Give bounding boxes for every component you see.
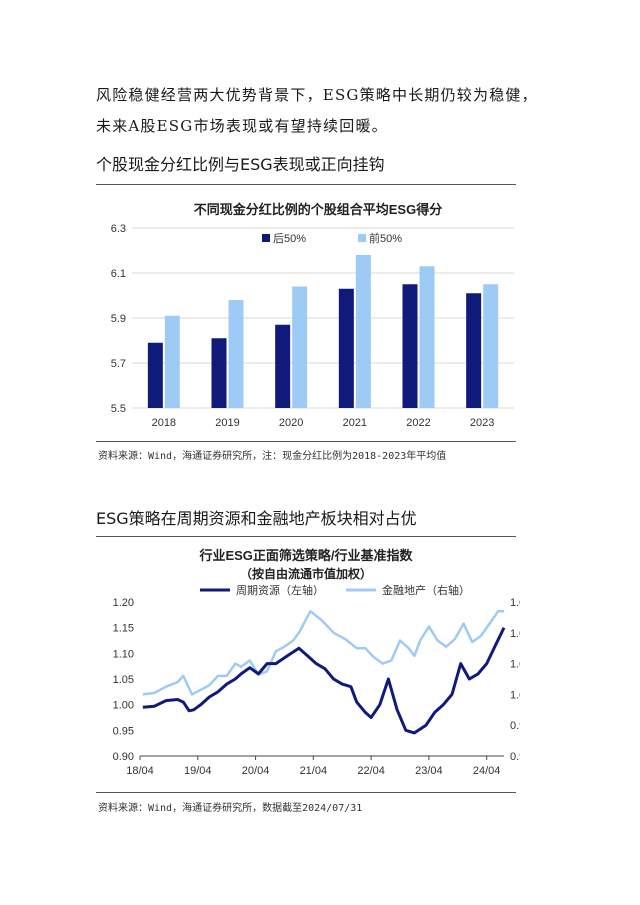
line-chart-legend: 周期资源（左轴） 金融地产（右轴） xyxy=(200,583,470,597)
y-right-tick-label: 1.00 xyxy=(510,689,520,701)
x-tick-label: 2020 xyxy=(279,417,303,429)
x-tick-label: 2023 xyxy=(470,417,494,429)
section1-heading: 个股现金分红比例与ESG表现或正向挂钩 xyxy=(96,155,385,174)
bar-2020-bottom50 xyxy=(275,324,291,408)
bar-2021-bottom50 xyxy=(338,288,354,408)
y-tick-label: 5.7 xyxy=(111,358,126,370)
x-tick-label: 2018 xyxy=(152,417,176,429)
section1-top-rule xyxy=(96,184,516,185)
y-right-tick-label: 1.02 xyxy=(510,659,520,671)
y-left-tick-label: 0.95 xyxy=(113,725,134,737)
y-left-tick-label: 1.05 xyxy=(113,674,134,686)
line-chart-subtitle: （按自由流通市值加权） xyxy=(240,566,372,581)
bar-2022-top50 xyxy=(419,266,435,408)
body-paragraph-line-2: 未来A股ESG市场表现或有望持续回暖。 xyxy=(96,117,388,135)
y-right-tick-label: 0.96 xyxy=(510,751,520,763)
y-tick-label: 5.9 xyxy=(111,313,126,325)
y-tick-label: 6.3 xyxy=(111,223,126,235)
x-tick-label: 21/04 xyxy=(300,765,328,777)
legend-label: 前50% xyxy=(369,231,402,245)
x-tick-label: 20/04 xyxy=(242,765,270,777)
legend-label: 金融地产（右轴） xyxy=(382,583,470,597)
bar-chart-title: 不同现金分红比例的个股组合平均ESG得分 xyxy=(194,202,442,217)
y-tick-label: 6.1 xyxy=(111,268,126,280)
bar-2020-top50 xyxy=(292,286,308,408)
x-tick-label: 2021 xyxy=(343,417,367,429)
bar-2022-bottom50 xyxy=(402,284,418,408)
section1-source-note: 资料来源：Wind，海通证券研究所，注：现金分红比例为2018-2023年平均值 xyxy=(98,451,447,462)
bar-chart-axes: 5.5 5.7 5.9 6.1 6.3 2018 2019 2020 2021 2022 2023 xyxy=(111,223,495,429)
y-left-tick-label: 1.10 xyxy=(113,648,134,660)
line-chart-title: 行业ESG正面筛选策略/行业基准指数 xyxy=(198,548,413,563)
line-chart-axes: 0.90 0.95 1.00 1.05 1.10 1.15 1.20 0.96 0.98 1.00… xyxy=(113,597,520,777)
section2-source-note: 资料来源：Wind，海通证券研究所，数据截至2024/07/31 xyxy=(98,803,363,814)
x-tick-label: 2022 xyxy=(406,417,430,429)
section2-heading: ESG策略在周期资源和金融地产板块相对占优 xyxy=(96,509,417,528)
bar-2021-top50 xyxy=(355,255,371,408)
body-paragraph-line-1: 风险稳健经营两大优势背景下，ESG策略中长期仍较为稳健， xyxy=(96,86,538,104)
series-line-finance-realestate xyxy=(142,609,504,696)
legend-label: 后50% xyxy=(273,232,306,245)
line-chart: 行业ESG正面筛选策略/行业基准指数 （按自由流通市值加权） 周期资源（左轴） 金… xyxy=(113,548,520,777)
bar-2019-top50 xyxy=(228,300,244,408)
y-left-tick-label: 1.20 xyxy=(113,597,134,609)
y-left-tick-label: 1.15 xyxy=(113,623,134,635)
y-left-tick-label: 0.90 xyxy=(113,751,134,763)
x-tick-label: 18/04 xyxy=(126,765,154,777)
y-right-tick-label: 1.04 xyxy=(510,628,520,640)
bar-2018-top50 xyxy=(164,315,180,408)
legend-swatch xyxy=(262,234,270,242)
y-right-tick-label: 0.98 xyxy=(510,720,520,732)
x-tick-label: 24/04 xyxy=(473,765,501,777)
series-line-cyclical-resources xyxy=(142,627,506,735)
bar-chart-grid xyxy=(132,227,514,409)
x-tick-label: 22/04 xyxy=(357,765,385,777)
legend-label: 周期资源（左轴） xyxy=(236,583,324,597)
bar-chart-legend: 后50% 前50% xyxy=(262,231,402,245)
bar-chart: 不同现金分红比例的个股组合平均ESG得分 后50% 前50% 5.5 5.7 5.9 6… xyxy=(111,202,514,429)
bar-2018-bottom50 xyxy=(147,342,163,408)
y-right-tick-label: 1.06 xyxy=(510,597,520,609)
x-tick-label: 23/04 xyxy=(415,765,443,777)
section2-bottom-rule xyxy=(96,792,516,793)
legend-swatch xyxy=(358,234,366,242)
bar-2023-top50 xyxy=(483,284,499,408)
bar-chart-bars xyxy=(147,255,499,408)
y-tick-label: 5.5 xyxy=(111,403,126,415)
x-tick-label: 2019 xyxy=(215,417,239,429)
line-chart-series xyxy=(142,609,506,735)
bar-2023-bottom50 xyxy=(466,293,482,408)
section1-bottom-rule xyxy=(96,441,516,442)
section2-top-rule xyxy=(96,536,516,537)
bar-2019-bottom50 xyxy=(211,338,227,408)
x-tick-label: 19/04 xyxy=(184,765,212,777)
y-left-tick-label: 1.00 xyxy=(113,700,134,712)
